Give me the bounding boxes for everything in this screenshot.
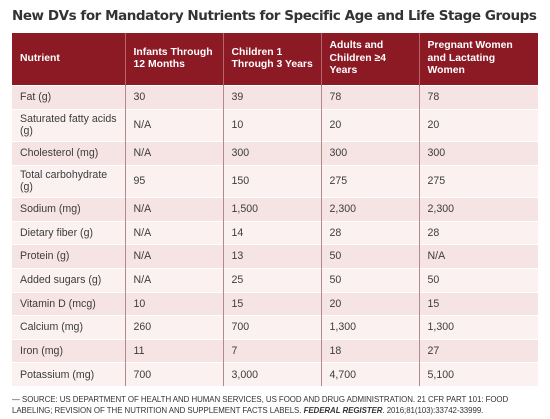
pregnant-value-cell: 1,300 (419, 315, 538, 340)
table-row: Iron (mg) 11 7 18 27 (12, 338, 538, 363)
table-row: Vitamin D (mcg) 10 15 20 15 (12, 291, 538, 316)
children-value-cell: 300 (223, 141, 322, 166)
children-value-cell: 25 (223, 267, 322, 293)
adults-value-cell: 4,700 (321, 362, 420, 387)
table-row: Saturated fatty acids (g) N/A 10 20 20 (12, 108, 538, 142)
nutrient-name-cell: Added sugars (g) (12, 267, 126, 293)
header-adults-children-4plus: Adults and Children ≥4 Years (321, 33, 420, 86)
infants-value-cell: N/A (125, 141, 224, 166)
infants-value-cell: 11 (125, 338, 224, 363)
adults-value-cell: 275 (321, 164, 420, 198)
table-row: Sodium (mg) N/A 1,500 2,300 2,300 (12, 197, 538, 222)
adults-value-cell: 18 (321, 338, 420, 363)
nutrient-name-cell: Fat (g) (12, 85, 126, 110)
pregnant-value-cell: 50 (419, 267, 538, 293)
table-row: Potassium (mg) 700 3,000 4,700 5,100 (12, 362, 538, 387)
adults-value-cell: 300 (321, 141, 420, 166)
pregnant-value-cell: 275 (419, 164, 538, 198)
adults-value-cell: 20 (321, 108, 420, 142)
pregnant-value-cell: N/A (419, 244, 538, 269)
nutrient-name-cell: Total carbohydrate (g) (12, 164, 126, 198)
adults-value-cell: 78 (321, 85, 420, 110)
page-title: New DVs for Mandatory Nutrients for Spec… (12, 8, 537, 24)
children-value-cell: 14 (223, 220, 322, 245)
infants-value-cell: N/A (125, 197, 224, 222)
source-publication: FEDERAL REGISTER (303, 405, 383, 415)
nutrient-name-cell: Cholesterol (mg) (12, 141, 126, 166)
table-row: Calcium (mg) 260 700 1,300 1,300 (12, 315, 538, 340)
infants-value-cell: N/A (125, 108, 224, 142)
table-row: Dietary fiber (g) N/A 14 28 28 (12, 220, 538, 245)
table-row: Cholesterol (mg) N/A 300 300 300 (12, 141, 538, 166)
source-citation: . 2016;81(103):33742-33999. (382, 405, 484, 415)
children-value-cell: 1,500 (223, 197, 322, 222)
pregnant-value-cell: 5,100 (419, 362, 538, 387)
header-children-1-3: Children 1 Through 3 Years (223, 33, 322, 86)
nutrient-name-cell: Dietary fiber (g) (12, 220, 126, 245)
nutrient-name-cell: Iron (mg) (12, 338, 126, 363)
pregnant-value-cell: 2,300 (419, 197, 538, 222)
adults-value-cell: 1,300 (321, 315, 420, 340)
infants-value-cell: N/A (125, 267, 224, 293)
header-nutrient: Nutrient (12, 33, 126, 86)
infants-value-cell: N/A (125, 220, 224, 245)
nutrient-name-cell: Protein (g) (12, 244, 126, 269)
nutrient-name-cell: Saturated fatty acids (g) (12, 108, 126, 142)
children-value-cell: 13 (223, 244, 322, 269)
children-value-cell: 3,000 (223, 362, 322, 387)
children-value-cell: 700 (223, 315, 322, 340)
adults-value-cell: 50 (321, 244, 420, 269)
infants-value-cell: 10 (125, 291, 224, 316)
nutrient-name-cell: Calcium (mg) (12, 315, 126, 340)
pregnant-value-cell: 27 (419, 338, 538, 363)
source-footnote: — SOURCE: US DEPARTMENT OF HEALTH AND HU… (12, 395, 540, 416)
children-value-cell: 10 (223, 108, 322, 142)
table-row: Fat (g) 30 39 78 78 (12, 85, 538, 110)
table-header-row: Nutrient Infants Through 12 Months Child… (12, 33, 538, 86)
nutrient-name-cell: Potassium (mg) (12, 362, 126, 387)
infants-value-cell: 30 (125, 85, 224, 110)
infants-value-cell: 95 (125, 164, 224, 198)
source-text: — SOURCE: US DEPARTMENT OF HEALTH AND HU… (12, 395, 509, 415)
nutrient-name-cell: Sodium (mg) (12, 197, 126, 222)
children-value-cell: 39 (223, 85, 322, 110)
infants-value-cell: 260 (125, 315, 224, 340)
pregnant-value-cell: 20 (419, 108, 538, 142)
pregnant-value-cell: 78 (419, 85, 538, 110)
children-value-cell: 15 (223, 291, 322, 316)
pregnant-value-cell: 15 (419, 291, 538, 316)
pregnant-value-cell: 28 (419, 220, 538, 245)
infants-value-cell: N/A (125, 244, 224, 269)
nutrient-name-cell: Vitamin D (mcg) (12, 291, 126, 316)
header-pregnant-lactating: Pregnant Women and Lactating Women (419, 33, 538, 86)
nutrient-dv-table: Nutrient Infants Through 12 Months Child… (12, 33, 538, 387)
adults-value-cell: 28 (321, 220, 420, 245)
pregnant-value-cell: 300 (419, 141, 538, 166)
adults-value-cell: 50 (321, 267, 420, 293)
adults-value-cell: 2,300 (321, 197, 420, 222)
adults-value-cell: 20 (321, 291, 420, 316)
table-row: Protein (g) N/A 13 50 N/A (12, 244, 538, 269)
infants-value-cell: 700 (125, 362, 224, 387)
header-infants: Infants Through 12 Months (125, 33, 224, 86)
table-row: Total carbohydrate (g) 95 150 275 275 (12, 164, 538, 198)
children-value-cell: 7 (223, 338, 322, 363)
children-value-cell: 150 (223, 164, 322, 198)
table-row: Added sugars (g) N/A 25 50 50 (12, 267, 538, 293)
